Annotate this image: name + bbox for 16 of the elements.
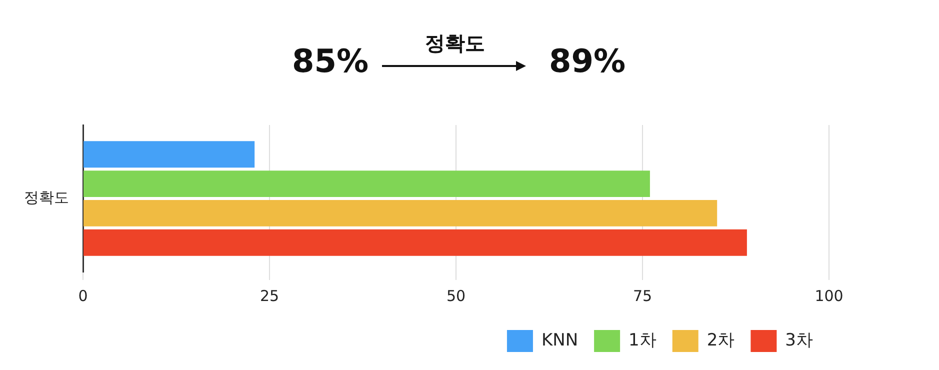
bar: [84, 200, 718, 226]
bar: [84, 141, 255, 168]
x-tick-label: 50: [446, 286, 466, 305]
legend-label: 3차: [785, 330, 814, 350]
x-tick-label: 25: [260, 286, 280, 305]
x-tick-label: 0: [78, 286, 88, 305]
legend-label: 2차: [706, 330, 735, 350]
x-tick-label: 100: [814, 286, 844, 305]
text: 85%: [292, 42, 369, 80]
bar: [84, 170, 650, 198]
legend-label: 1차: [628, 330, 656, 350]
text: 정확도: [424, 30, 486, 57]
bar: [84, 229, 747, 256]
x-tick-label: 75: [632, 286, 652, 305]
legend-label: KNN: [541, 330, 578, 350]
text: 89%: [549, 42, 626, 80]
